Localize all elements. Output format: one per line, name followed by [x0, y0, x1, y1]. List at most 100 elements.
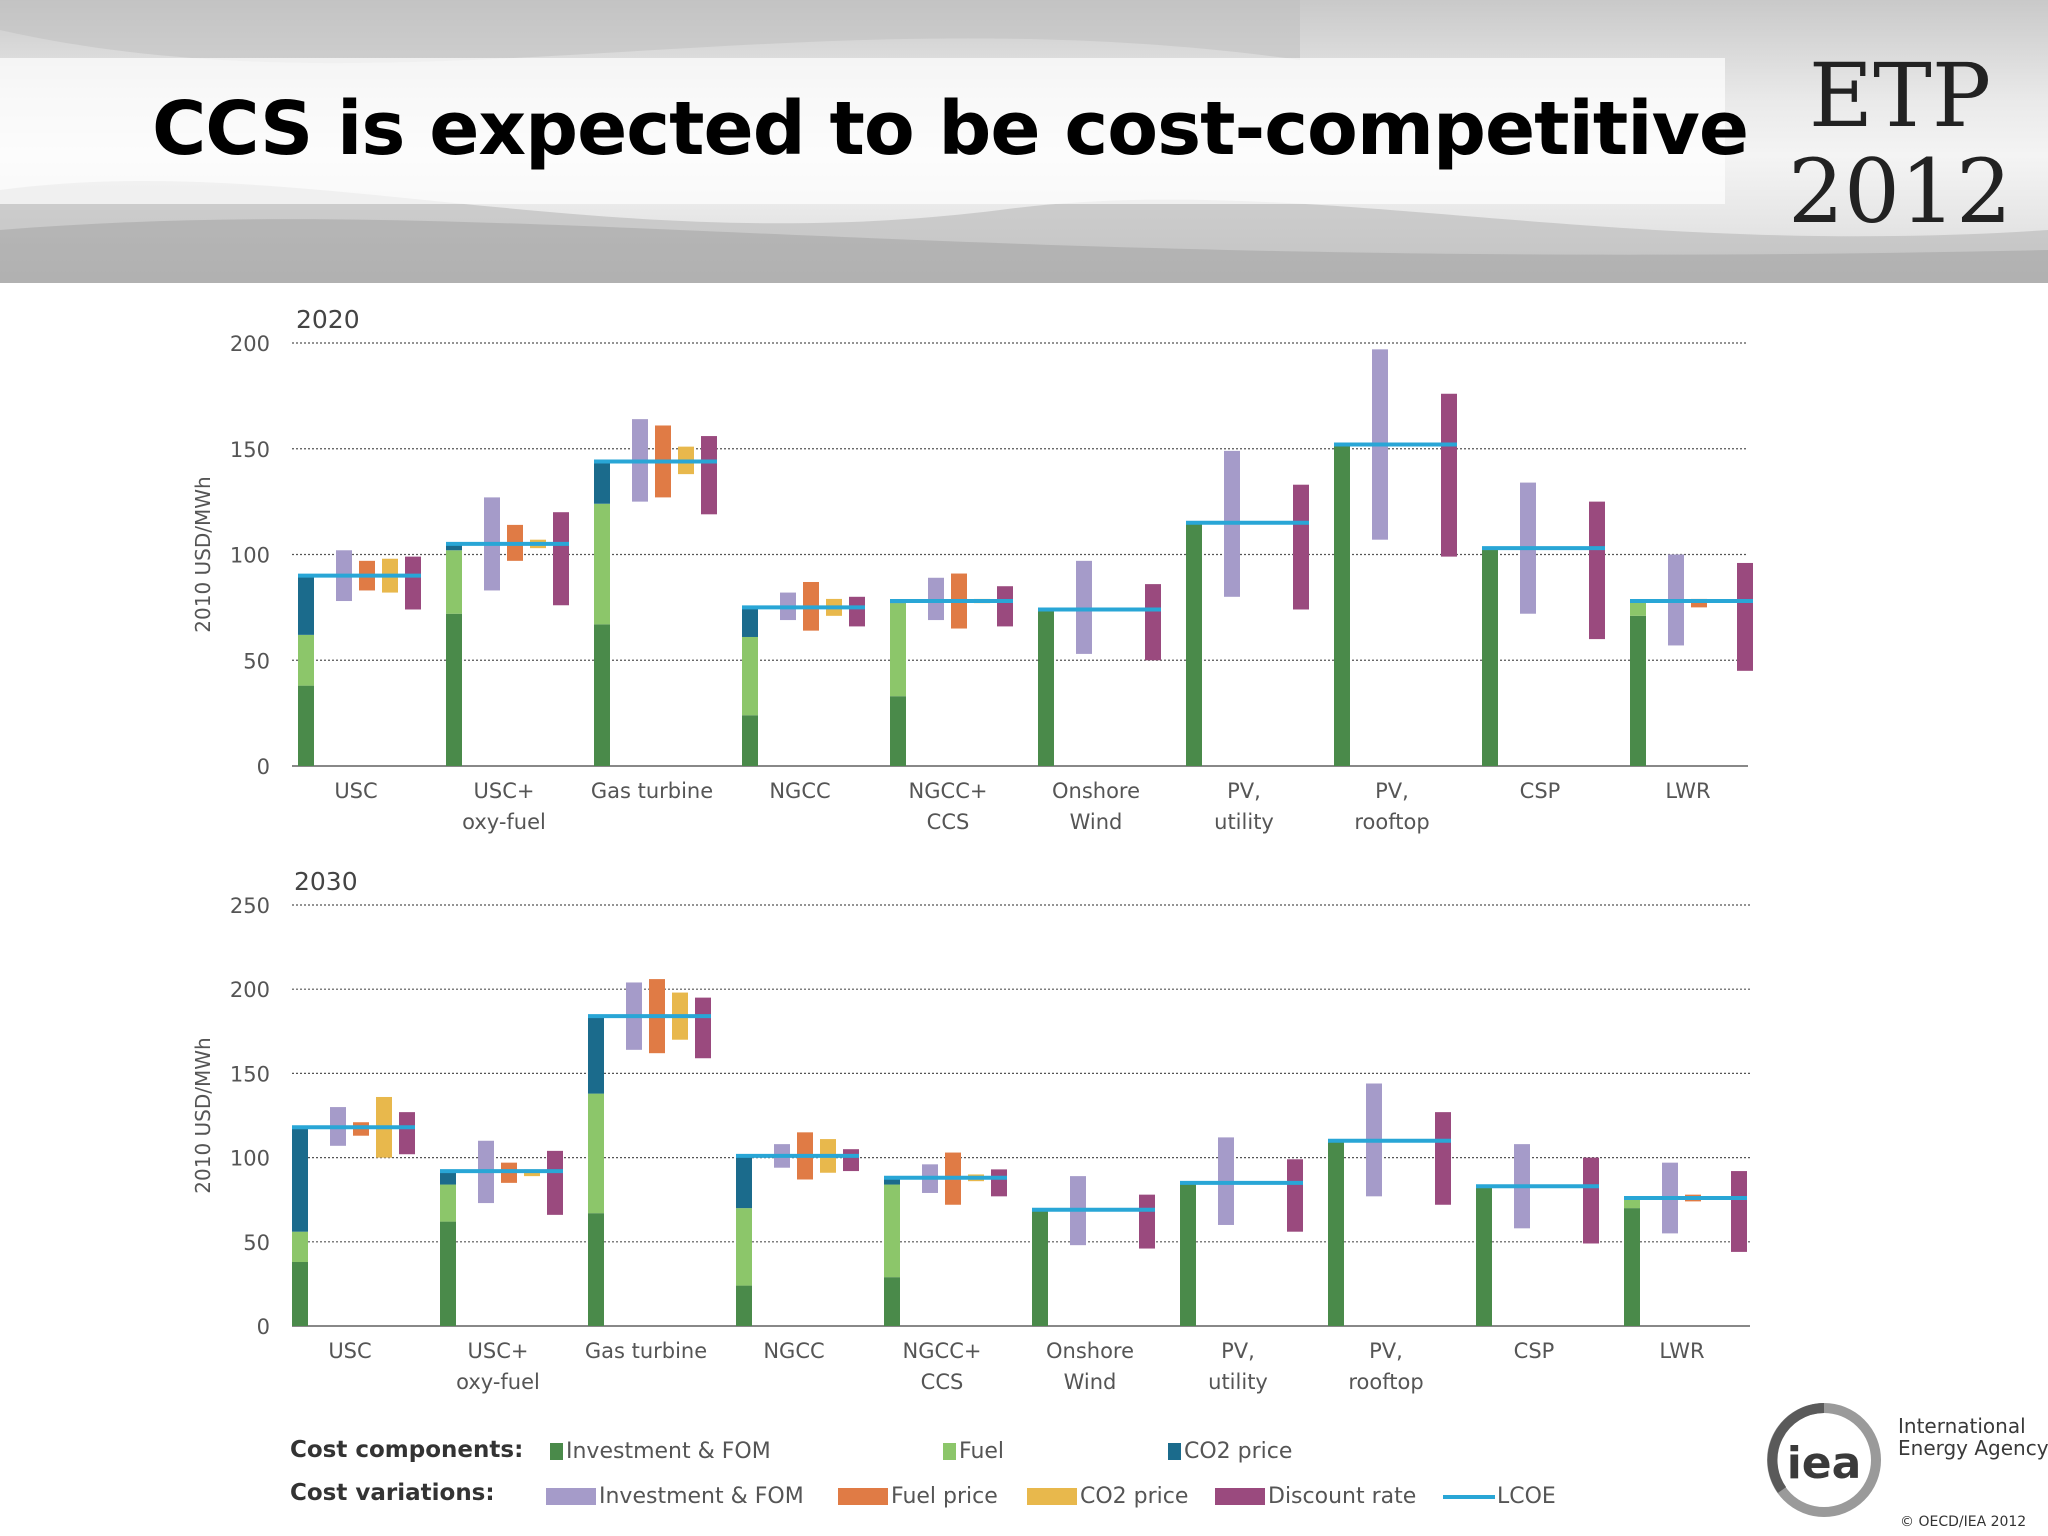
category-label-line: NGCC — [769, 779, 830, 803]
legend-variation-fuel: Fuel price — [838, 1484, 998, 1509]
chart-2030-bar-investment-fom — [1180, 1182, 1196, 1326]
legend-swatch — [943, 1443, 956, 1460]
chart-2030-y-tick-label: 150 — [230, 1062, 270, 1086]
chart-2020-bar-fuel — [742, 636, 758, 716]
chart-2030-bar-investment-fom — [1476, 1186, 1492, 1326]
chart-2030-bar-fuel — [440, 1184, 456, 1222]
chart-2030-category-label: NGCC — [763, 1339, 824, 1363]
chart-2030-title: 2030 — [294, 867, 358, 896]
category-label-line: CSP — [1520, 779, 1561, 803]
category-label-line: Wind — [1070, 810, 1123, 834]
chart-2030-bar-co2 — [292, 1127, 308, 1232]
chart-2020-title: 2020 — [296, 305, 360, 334]
chart-2030-variation-discount — [1139, 1194, 1155, 1249]
chart-2020-bar-co2 — [742, 607, 758, 637]
chart-2030-category-label: Gas turbine — [585, 1339, 707, 1363]
legend-swatch — [1168, 1443, 1181, 1460]
chart-2020-variation-discount — [1589, 501, 1605, 640]
chart-2030-y-tick-label: 200 — [230, 978, 270, 1002]
chart-2020-variation-discount — [553, 512, 569, 606]
chart-2030-variation-discount — [991, 1169, 1007, 1197]
chart-2030-bar-fuel — [588, 1093, 604, 1214]
category-label-line: USC+ — [468, 1339, 529, 1363]
chart-2020-variation-discount — [849, 596, 865, 627]
chart-2030-bar-fuel — [884, 1184, 900, 1278]
chart-2030-bar-co2 — [588, 1016, 604, 1094]
chart-2030-y-tick-label: 0 — [257, 1315, 270, 1339]
chart-2030-bar-fuel — [736, 1208, 752, 1286]
chart-2020-category-label: PV, utility — [1214, 779, 1274, 834]
etp-logo-line1: ETP — [1808, 44, 1992, 147]
chart-2030-y-tick-label: 50 — [243, 1231, 270, 1255]
legend-component-fuel: Fuel — [943, 1439, 1004, 1464]
category-label-line: NGCC+ — [909, 779, 988, 803]
category-label-line: CCS — [927, 810, 970, 834]
chart-2020-bar-fuel — [594, 503, 610, 625]
category-label-line: CCS — [921, 1370, 964, 1394]
legend-variation-discount: Discount rate — [1215, 1484, 1416, 1509]
category-label-line: rooftop — [1354, 810, 1429, 834]
category-label-line: Onshore — [1046, 1339, 1134, 1363]
chart-2030-bar-fuel — [1624, 1198, 1640, 1209]
category-label-line: oxy-fuel — [462, 810, 546, 834]
chart-2020-variation-discount — [405, 556, 421, 610]
legend-variations-label: Cost variations: — [290, 1480, 495, 1506]
chart-2020-bar-investment-fom — [446, 613, 462, 766]
copyright-text: © OECD/IEA 2012 — [1900, 1514, 2027, 1530]
chart-2020-variation-discount — [997, 586, 1013, 627]
chart-2020-category-label: PV, rooftop — [1354, 779, 1429, 834]
category-label-line: rooftop — [1348, 1370, 1423, 1394]
chart-2020-bar-co2 — [446, 543, 462, 551]
chart-2020-bar-fuel — [1630, 601, 1646, 616]
legend-swatch — [550, 1443, 563, 1460]
chart-2020-y-tick-label: 50 — [243, 649, 270, 673]
legend-swatch — [1443, 1494, 1495, 1499]
chart-2020-variation-investment — [1076, 560, 1092, 654]
category-label-line: PV, — [1227, 779, 1261, 803]
category-label-line: Gas turbine — [585, 1339, 707, 1363]
category-label-line: Gas turbine — [591, 779, 713, 803]
chart-2020-variation-discount — [701, 436, 717, 515]
chart-2030-category-label: CSP — [1514, 1339, 1555, 1363]
chart-2020-bar-investment-fom — [742, 715, 758, 766]
chart-2020-y-tick-label: 200 — [230, 332, 270, 356]
chart-2020-variation-discount — [1293, 484, 1309, 610]
chart-2020-category-label: Onshore Wind — [1052, 779, 1140, 834]
chart-2020-bar-investment-fom — [1334, 444, 1350, 766]
chart-2030-category-label: PV, rooftop — [1348, 1339, 1423, 1394]
category-label-line: USC — [334, 779, 377, 803]
legend-components-label: Cost components: — [290, 1437, 524, 1463]
legend-text: CO2 price — [1080, 1484, 1189, 1509]
chart-2020-y-tick-label: 150 — [230, 438, 270, 462]
chart-2030-variation-discount — [399, 1112, 415, 1155]
legend-swatch — [546, 1488, 596, 1505]
category-label-line: utility — [1214, 810, 1274, 834]
iea-name: International Energy Agency — [1898, 1415, 2048, 1459]
chart-2030-bar-investment-fom — [440, 1221, 456, 1326]
chart-2020-variation-fuel — [1691, 598, 1707, 608]
legend-component-co2: CO2 price — [1168, 1439, 1292, 1464]
legend-component-investment: Investment & FOM — [550, 1439, 771, 1464]
legend-text: LCOE — [1497, 1484, 1556, 1509]
chart-2020-bar-co2 — [594, 461, 610, 504]
chart-2030-bar-co2 — [884, 1177, 900, 1185]
etp-logo-line2: 2012 — [1788, 140, 2012, 243]
category-label-line: PV, — [1369, 1339, 1403, 1363]
legend-variation-investment: Investment & FOM — [546, 1484, 804, 1509]
category-label-line: LWR — [1665, 779, 1710, 803]
chart-2020-variation-discount — [1145, 584, 1161, 661]
legend-text: Investment & FOM — [566, 1439, 771, 1464]
chart-2030-variation-discount — [1583, 1157, 1599, 1244]
chart-2020-bar-investment-fom — [1186, 522, 1202, 766]
chart-2020-bar-fuel — [446, 550, 462, 614]
chart-2020-y-tick-label: 0 — [257, 755, 270, 779]
chart-2020-variation-investment — [928, 577, 944, 621]
chart-2020-bar-investment-fom — [1630, 615, 1646, 766]
category-label-line: NGCC+ — [903, 1339, 982, 1363]
iea-logo-icon: iea — [1767, 1403, 1881, 1517]
chart-2020-category-label: USC+ oxy-fuel — [462, 779, 546, 834]
category-label-line: Wind — [1064, 1370, 1117, 1394]
chart-2020-bar-investment-fom — [890, 696, 906, 766]
chart-2030-bar-co2 — [440, 1171, 456, 1185]
chart-2020-category-label: Gas turbine — [591, 779, 713, 803]
